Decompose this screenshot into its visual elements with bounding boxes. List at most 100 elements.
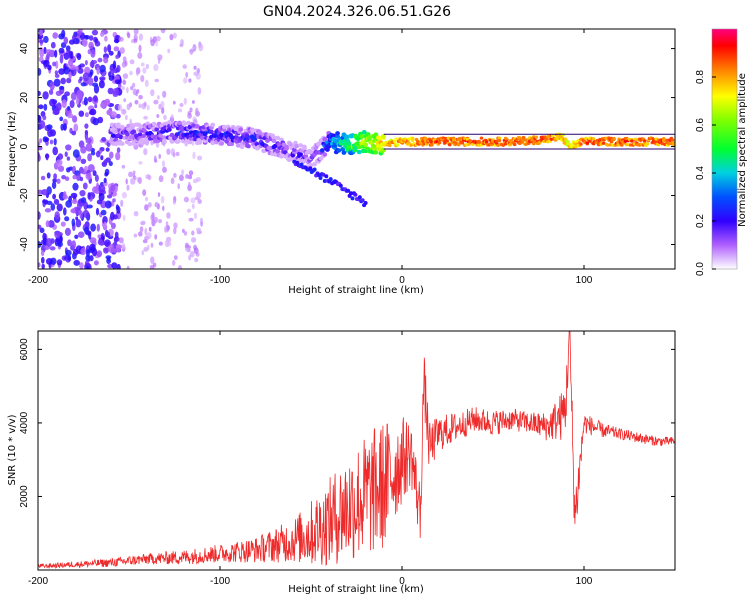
spectrogram-ridge-point bbox=[512, 142, 517, 147]
spectrogram-ridge-point bbox=[670, 138, 675, 142]
spectrogram-ridge-point bbox=[219, 132, 225, 137]
spectrogram-noise-blob bbox=[142, 239, 148, 244]
spectrogram-noise-blob bbox=[113, 46, 120, 52]
spectrogram-noise-blob bbox=[115, 152, 121, 161]
spectrogram-noise-blob bbox=[48, 89, 54, 95]
spectrogram-ridge-point bbox=[312, 167, 317, 172]
spectrogram-ridge-point bbox=[130, 125, 135, 130]
spectrogram-noise-blob bbox=[173, 255, 178, 260]
spectrogram-noise-blob bbox=[87, 192, 91, 200]
spectrogram-noise-blob bbox=[84, 60, 88, 66]
spectrogram-noise-blob bbox=[194, 257, 199, 263]
spectrogram-noise-blob bbox=[185, 247, 190, 252]
spectrogram-noise-blob bbox=[138, 103, 142, 109]
spectrogram-ridge-point bbox=[125, 132, 130, 137]
spectrogram-noise-blob bbox=[103, 221, 107, 230]
spectrogram-noise-blob bbox=[72, 182, 79, 191]
spectrogram-noise-blob bbox=[128, 171, 133, 178]
spectrogram-noise-blob bbox=[51, 181, 57, 189]
spectrogram-noise-blob bbox=[118, 36, 124, 42]
spectrogram-noise-blob bbox=[98, 80, 105, 89]
spectrogram-noise-blob bbox=[83, 201, 88, 210]
spectrogram-noise-blob bbox=[116, 147, 121, 154]
spectrogram-noise-blob bbox=[172, 259, 176, 266]
spectrogram-noise-blob bbox=[183, 196, 189, 203]
spectrogram-noise-blob bbox=[185, 71, 189, 78]
spectrogram-noise-blob bbox=[45, 49, 53, 54]
spectrogram-noise-blob bbox=[182, 228, 185, 233]
spectrogram-ridge-point bbox=[265, 138, 270, 143]
spectrogram-noise-blob bbox=[125, 114, 128, 121]
spectrogram-noise-blob bbox=[154, 234, 158, 240]
spectrogram-noise-blob bbox=[60, 221, 66, 227]
spectrogram-noise-blob bbox=[122, 73, 129, 79]
spectrogram-noise-blob bbox=[49, 98, 56, 107]
spectrogram-noise-blob bbox=[41, 256, 45, 264]
spectrogram-noise-blob bbox=[80, 82, 87, 87]
spectrogram-ridge-point bbox=[505, 138, 509, 142]
spectrogram-noise-blob bbox=[162, 160, 165, 168]
spectrogram-noise-blob bbox=[58, 47, 65, 54]
spectrogram-noise-blob bbox=[200, 221, 203, 227]
colorbar-label: Normalized spectral amplitude bbox=[737, 73, 748, 227]
spectrogram-ridge-point bbox=[151, 121, 157, 127]
spectrogram-ridge-point bbox=[291, 147, 297, 152]
spectrogram-noise-blob bbox=[110, 222, 116, 229]
spectrogram-ridge-point bbox=[179, 125, 185, 130]
spectrogram-ridge-point bbox=[625, 143, 629, 147]
spectrogram-noise-blob bbox=[38, 104, 44, 110]
spectrogram-noise-blob bbox=[73, 259, 80, 266]
spectrogram-noise-blob bbox=[173, 172, 177, 178]
spectrogram-noise-blob bbox=[104, 100, 111, 106]
spectrogram-noise-blob bbox=[79, 210, 83, 219]
spectrogram-noise-blob bbox=[192, 44, 197, 52]
spectrogram-noise-blob bbox=[91, 29, 99, 36]
spectrogram-noise-blob bbox=[158, 175, 164, 183]
spectrogram-noise-blob bbox=[126, 184, 130, 191]
spectrogram-noise-blob bbox=[121, 108, 127, 115]
spectrogram-noise-blob bbox=[84, 226, 89, 235]
spectrogram-noise-blob bbox=[173, 222, 178, 229]
spectrogram-noise-blob bbox=[156, 35, 161, 42]
spectrogram-noise-blob bbox=[183, 97, 187, 105]
spectrogram-noise-blob bbox=[122, 214, 126, 222]
spectrogram-noise-blob bbox=[188, 170, 194, 176]
spectrogram-ridge-point bbox=[118, 134, 124, 140]
y-tick-label: 0 bbox=[19, 143, 30, 149]
spectrogram-noise-blob bbox=[192, 178, 198, 184]
spectrogram-ridge-point bbox=[388, 143, 392, 148]
spectrogram-noise-blob bbox=[112, 60, 117, 70]
y-tick-label: 2000 bbox=[19, 485, 30, 508]
spectrogram-ridge-point bbox=[322, 179, 327, 183]
spectrogram-noise-blob bbox=[89, 60, 95, 68]
spectrogram-noise-blob bbox=[63, 52, 70, 60]
spectrogram-noise-blob bbox=[181, 169, 185, 176]
spectrogram-noise-blob bbox=[193, 65, 197, 70]
y-tick-label: -40 bbox=[19, 237, 30, 252]
spectrogram-ridge-point bbox=[672, 141, 675, 145]
spectrogram-ridge-point bbox=[357, 195, 362, 200]
spectrogram-ridge-point bbox=[341, 150, 347, 155]
spectrogram-noise-blob bbox=[146, 232, 152, 240]
spectrogram-noise-blob bbox=[71, 240, 76, 249]
spectrogram-noise-blob bbox=[68, 50, 73, 59]
spectrogram-noise-blob bbox=[61, 99, 67, 108]
spectrogram-noise-blob bbox=[166, 212, 171, 219]
spectrogram-ridge-point bbox=[294, 143, 300, 149]
spectrogram-noise-blob bbox=[71, 208, 76, 214]
spectrogram-ridge-point bbox=[497, 138, 502, 143]
spectrogram-noise-blob bbox=[188, 78, 192, 83]
x-tick-label: -100 bbox=[210, 576, 230, 587]
spectrogram-noise-blob bbox=[88, 41, 94, 50]
spectrogram-noise-blob bbox=[72, 34, 76, 41]
spectrogram-noise-blob bbox=[49, 246, 56, 251]
spectrogram-x-ticks: -200 -100 0 100 bbox=[28, 29, 593, 286]
spectrogram-noise-blob bbox=[94, 103, 98, 109]
spectrogram-noise-blob bbox=[56, 178, 61, 184]
spectrogram-noise-blob bbox=[133, 211, 139, 217]
spectrogram-noise-blob bbox=[40, 250, 45, 257]
spectrogram-noise-blob bbox=[75, 65, 80, 72]
spectrogram-noise-blob bbox=[188, 217, 194, 222]
spectrogram-noise-blob bbox=[87, 96, 93, 103]
spectrogram-noise-blob bbox=[158, 219, 162, 224]
